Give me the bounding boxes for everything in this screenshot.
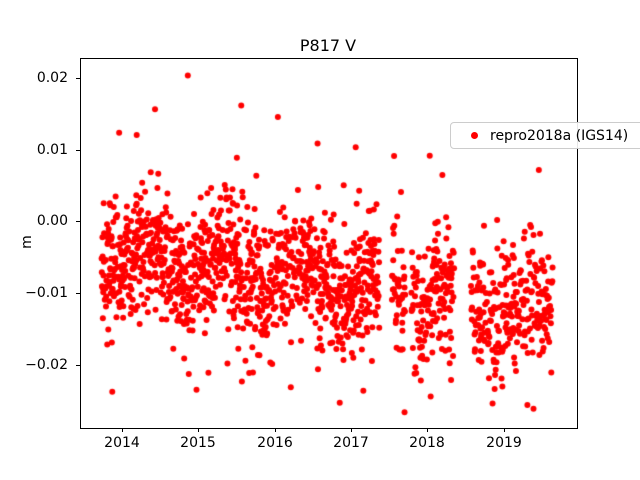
y-tick-mark bbox=[76, 293, 80, 294]
y-tick-label: 0.00 bbox=[36, 213, 68, 229]
x-tick-label: 2014 bbox=[104, 435, 140, 451]
y-tick-mark bbox=[76, 221, 80, 222]
x-tick-label: 2015 bbox=[180, 435, 216, 451]
x-tick-mark bbox=[275, 428, 276, 432]
x-tick-label: 2017 bbox=[333, 435, 369, 451]
legend-marker-icon bbox=[471, 132, 478, 139]
legend: repro2018a (IGS14) bbox=[450, 122, 640, 149]
x-tick-mark bbox=[198, 428, 199, 432]
chart-title: P817 V bbox=[299, 36, 357, 55]
y-tick-label: 0.02 bbox=[36, 70, 68, 86]
y-tick-label: −0.01 bbox=[25, 285, 68, 301]
legend-label: repro2018a (IGS14) bbox=[490, 127, 629, 144]
x-tick-label: 2019 bbox=[486, 435, 522, 451]
y-tick-mark bbox=[76, 78, 80, 79]
x-tick-label: 2016 bbox=[257, 435, 293, 451]
y-tick-label: −0.02 bbox=[25, 357, 68, 373]
y-axis-label: m bbox=[19, 235, 35, 249]
x-tick-label: 2018 bbox=[409, 435, 445, 451]
x-tick-mark bbox=[504, 428, 505, 432]
scatter-canvas bbox=[81, 59, 577, 428]
y-tick-mark bbox=[76, 150, 80, 151]
x-tick-mark bbox=[122, 428, 123, 432]
x-tick-mark bbox=[427, 428, 428, 432]
x-tick-mark bbox=[351, 428, 352, 432]
plot-area: repro2018a (IGS14) bbox=[80, 58, 640, 429]
y-tick-label: 0.01 bbox=[36, 142, 68, 158]
y-tick-mark bbox=[76, 365, 80, 366]
